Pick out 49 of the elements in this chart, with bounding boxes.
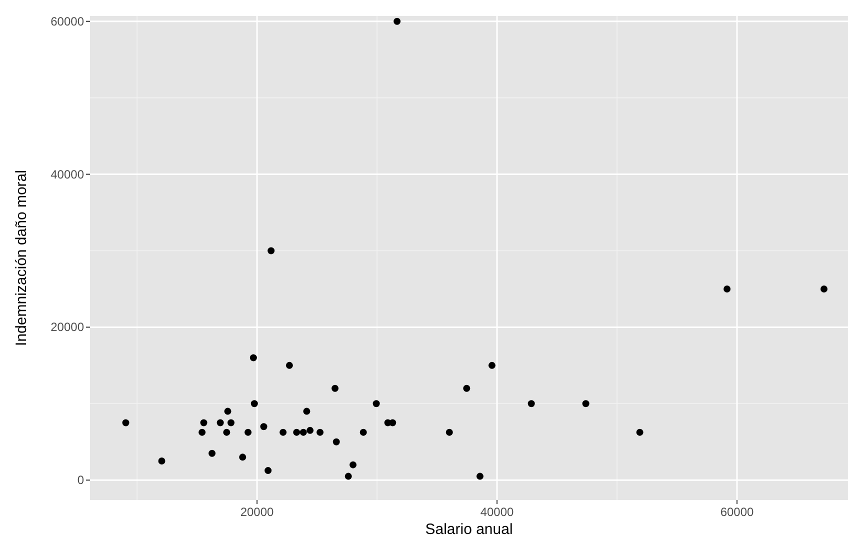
- point: [223, 428, 230, 436]
- point: [300, 428, 307, 436]
- point: [820, 285, 828, 292]
- y-axis-title: Indemnización daño moral: [13, 170, 30, 346]
- y-tick-label: 40000: [50, 167, 84, 182]
- point: [394, 18, 401, 25]
- point: [260, 423, 268, 430]
- point: [306, 426, 314, 434]
- point: [389, 419, 396, 426]
- point: [227, 419, 234, 426]
- point: [488, 362, 496, 369]
- point: [350, 461, 357, 468]
- x-tick-label: 60000: [720, 505, 754, 519]
- point: [372, 400, 380, 408]
- point: [216, 419, 224, 426]
- point: [293, 428, 300, 436]
- y-tick-label: 20000: [50, 320, 84, 334]
- point: [286, 362, 293, 369]
- point: [122, 419, 130, 426]
- point: [344, 472, 352, 480]
- point: [476, 472, 484, 480]
- point: [360, 428, 367, 436]
- point: [239, 454, 246, 461]
- point: [303, 408, 310, 415]
- point: [250, 354, 257, 362]
- point: [332, 384, 339, 392]
- point: [582, 400, 590, 408]
- point: [158, 458, 166, 465]
- point: [244, 428, 252, 436]
- point: [463, 384, 470, 392]
- point: [280, 428, 287, 436]
- point: [264, 467, 272, 474]
- point: [332, 438, 340, 446]
- point: [198, 428, 206, 436]
- point: [724, 285, 731, 292]
- point: [446, 428, 453, 436]
- y-tick-label: 0: [77, 473, 84, 488]
- point: [224, 408, 232, 415]
- x-tick-label: 20000: [240, 505, 274, 519]
- point: [528, 400, 535, 408]
- point: [250, 400, 258, 408]
- point: [200, 419, 208, 426]
- point: [268, 247, 275, 254]
- x-axis-title: Salario anual: [425, 521, 513, 538]
- point: [208, 450, 216, 457]
- y-tick-label: 60000: [50, 14, 84, 28]
- point: [316, 428, 324, 436]
- x-tick-label: 40000: [480, 505, 514, 519]
- point: [636, 428, 644, 436]
